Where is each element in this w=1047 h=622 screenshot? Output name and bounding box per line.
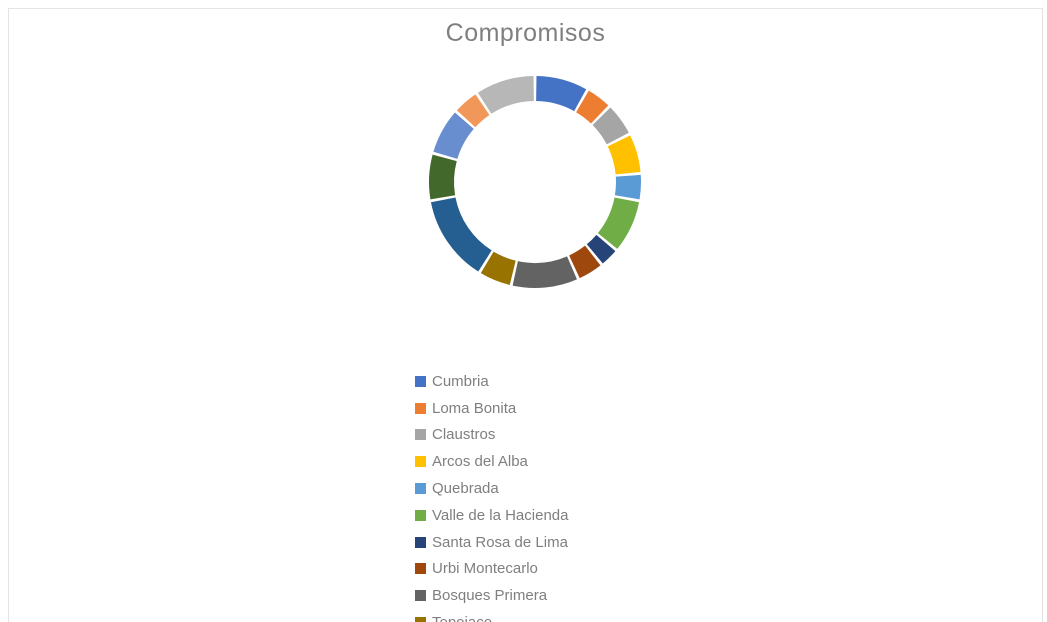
donut-slice-series-15 bbox=[477, 76, 534, 114]
legend-swatch bbox=[415, 483, 426, 495]
donut-slice-valle-de-la-hacienda bbox=[597, 197, 640, 249]
donut-chart bbox=[429, 76, 642, 288]
legend-label: Loma Bonita bbox=[432, 399, 517, 417]
donut-slice-cumbria bbox=[536, 76, 587, 112]
legend-item: Santa Rosa de Lima bbox=[415, 529, 568, 556]
chart-title: Compromisos bbox=[445, 19, 606, 47]
legend-label: Claustros bbox=[432, 426, 496, 444]
donut-slice-series-14 bbox=[456, 94, 490, 128]
donut-slice-quebrada bbox=[614, 174, 642, 200]
legend-swatch bbox=[415, 509, 426, 521]
donut-slice-arcos-del-alba bbox=[607, 135, 641, 175]
legend-item: Tepojaco bbox=[415, 609, 568, 622]
legend-item: Urbi Montecarlo bbox=[415, 556, 568, 583]
legend-swatch bbox=[415, 456, 426, 468]
legend-label: Valle de la Hacienda bbox=[432, 506, 569, 524]
donut-slice-urbi-montecarlo bbox=[569, 245, 601, 279]
legend-label: Santa Rosa de Lima bbox=[432, 533, 568, 551]
legend-swatch bbox=[415, 617, 426, 622]
donut-slice-tepojaco bbox=[480, 251, 516, 285]
legend-label: Arcos del Alba bbox=[432, 453, 528, 471]
legend-label: Urbi Montecarlo bbox=[432, 560, 538, 578]
donut-slice-series-11 bbox=[430, 197, 492, 272]
legend-item: Arcos del Alba bbox=[415, 448, 568, 475]
legend-label: Tepojaco bbox=[432, 614, 492, 622]
donut-slice-series-12 bbox=[429, 154, 457, 200]
legend-swatch bbox=[415, 402, 426, 414]
legend-item: Loma Bonita bbox=[415, 395, 568, 422]
legend-swatch bbox=[415, 536, 426, 548]
legend-label: Cumbria bbox=[432, 372, 489, 390]
legend-item: Claustros bbox=[415, 422, 568, 449]
legend-swatch bbox=[415, 429, 426, 441]
donut-slice-series-13 bbox=[433, 112, 474, 159]
legend-swatch bbox=[415, 590, 426, 602]
legend-item: Valle de la Hacienda bbox=[415, 502, 568, 529]
legend-label: Bosques Primera bbox=[432, 587, 548, 605]
chart-legend: Cumbria Loma Bonita Claustros Arcos del Alb… bbox=[415, 368, 568, 622]
legend-label: Quebrada bbox=[432, 480, 499, 498]
donut-slice-claustros bbox=[592, 107, 629, 145]
legend-item: Quebrada bbox=[415, 475, 568, 502]
legend-item: Bosques Primera bbox=[415, 582, 568, 609]
legend-item: Cumbria bbox=[415, 368, 568, 395]
donut-slice-santa-rosa-de-lima bbox=[586, 234, 616, 264]
donut-slice-loma-bonita bbox=[576, 90, 609, 124]
legend-swatch bbox=[415, 563, 426, 575]
chart-area: Compromisos Cumbria Loma Bonita Claustros A… bbox=[8, 8, 1043, 622]
legend-swatch bbox=[415, 375, 426, 387]
donut-slice-bosques-primera bbox=[512, 256, 577, 288]
